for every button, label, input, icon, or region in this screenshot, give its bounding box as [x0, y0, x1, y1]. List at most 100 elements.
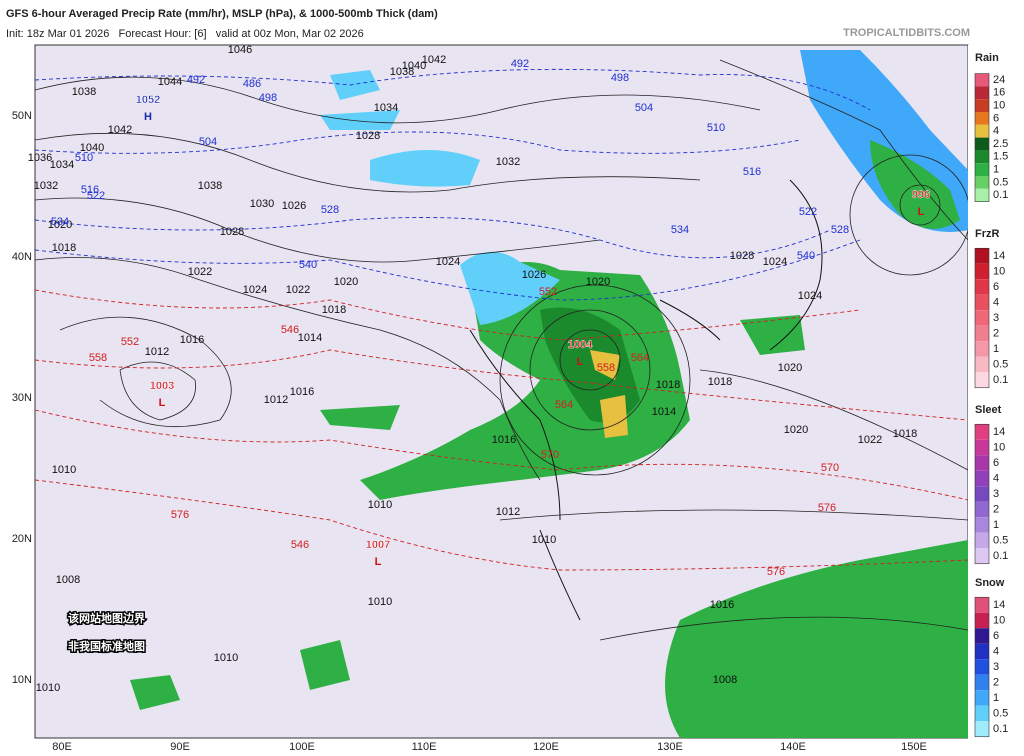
legend-level: 4: [993, 472, 999, 484]
legend-level: 16: [993, 87, 1005, 99]
thickness-label: 534: [671, 224, 689, 236]
legend-level: 3: [993, 488, 999, 500]
legend-level: 2: [993, 503, 999, 515]
isobar-label: 1012: [264, 394, 288, 406]
isobar-label: 1014: [298, 332, 322, 344]
thickness-label: 552: [539, 286, 557, 298]
legend-level: 1.5: [993, 151, 1008, 163]
lon-label: 90E: [170, 741, 190, 753]
isobar-label: 1024: [798, 290, 822, 302]
isobar-label: 1018: [322, 304, 346, 316]
legend-level: 2: [993, 676, 999, 688]
legend-swatch: [975, 150, 989, 164]
legend-level: 0.5: [993, 358, 1008, 370]
legend-level: 3: [993, 312, 999, 324]
thickness-label: 540: [299, 259, 317, 271]
thickness-label: 546: [291, 539, 309, 551]
legend-title: Snow: [975, 577, 1005, 589]
title: GFS 6-hour Averaged Precip Rate (mm/hr),…: [6, 8, 438, 20]
legend-swatch: [975, 86, 989, 100]
legend-level: 0.1: [993, 374, 1008, 386]
thickness-label: 540: [797, 250, 815, 262]
pressure-center-letter: L: [577, 356, 584, 368]
isobar-label: 1032: [34, 180, 58, 192]
pressure-center-value: 1052: [136, 94, 160, 106]
legend-level: 10: [993, 614, 1005, 626]
legend-level: 6: [993, 630, 999, 642]
lon-label: 120E: [533, 741, 559, 753]
legend-swatch: [975, 674, 989, 691]
legend-swatch: [975, 548, 989, 564]
isobar-label: 1016: [710, 599, 734, 611]
thickness-label: 570: [541, 449, 559, 461]
legend-level: 14: [993, 250, 1005, 262]
legend-level: 24: [993, 74, 1005, 86]
legend-level: 1: [993, 343, 999, 355]
isobar-label: 1038: [198, 180, 222, 192]
legend-swatch: [975, 486, 989, 502]
isobar-label: 1024: [436, 256, 460, 268]
isobar-label: 1020: [334, 276, 358, 288]
lon-label: 140E: [780, 741, 806, 753]
thickness-label: 546: [281, 324, 299, 336]
isobar-label: 1028: [220, 226, 244, 238]
legend-swatch: [975, 112, 989, 125]
rain-area: [665, 540, 968, 738]
thickness-label: 504: [199, 136, 217, 148]
legend-swatch: [975, 705, 989, 722]
isobar-label: 1034: [374, 102, 398, 114]
legend-swatch: [975, 424, 989, 440]
isobar-label: 1008: [56, 574, 80, 586]
pressure-center-value: 1004: [568, 339, 593, 351]
coastline: [469, 179, 823, 621]
lon-label: 110E: [412, 741, 437, 753]
lat-label: 50N: [12, 110, 32, 122]
isobar-label: 1020: [48, 219, 72, 231]
snow-area: [460, 251, 560, 325]
legend-swatch: [975, 721, 989, 737]
thickness-label: 510: [707, 122, 725, 134]
legend-level: 10: [993, 265, 1005, 277]
thickness-label: 528: [831, 224, 849, 236]
rain-area: [130, 405, 400, 710]
legend-swatch: [975, 325, 989, 342]
legend-swatch: [975, 137, 989, 151]
legend-swatch: [975, 439, 989, 456]
lat-label: 30N: [12, 392, 32, 404]
legend-level: 2: [993, 327, 999, 339]
legend-swatch: [975, 372, 989, 388]
isobar-label: 1030: [250, 198, 274, 210]
legend-level: 0.1: [993, 550, 1008, 562]
legend-bar-frame: [974, 423, 990, 565]
legend-swatch: [975, 124, 989, 138]
thickness-label: 534: [51, 216, 69, 228]
isobar-label: 1020: [784, 424, 808, 436]
legend-level: 10: [993, 100, 1005, 112]
pressure-center-letter: L: [375, 556, 382, 568]
isobar-label: 1008: [713, 674, 737, 686]
legend: Rain241610642.51.510.50.1FrzR1410643210.…: [974, 52, 1008, 738]
thickness-label: 492: [187, 74, 205, 86]
isobar-label: 1040: [402, 60, 426, 72]
isobar-label: 1022: [286, 284, 310, 296]
legend-level: 0.5: [993, 176, 1008, 188]
rain-area: [740, 315, 805, 355]
isobar-label: 1018: [656, 379, 680, 391]
legend-swatch: [975, 470, 989, 487]
legend-swatch: [975, 73, 989, 87]
legend-swatch: [975, 248, 989, 264]
isobar-label: 1014: [652, 406, 676, 418]
thickness-label: 510: [75, 152, 93, 164]
legend-level: 6: [993, 281, 999, 293]
isobar-label: 1010: [368, 499, 392, 511]
isobar-label: 1024: [763, 256, 787, 268]
isobar-label: 1010: [368, 596, 392, 608]
thickness-label: 576: [818, 502, 836, 514]
thickness-label: 516: [81, 184, 99, 196]
legend-swatch: [975, 279, 989, 295]
legend-title: Sleet: [975, 404, 1002, 416]
isobar-label: 1022: [858, 434, 882, 446]
legend-bar-frame: [974, 596, 990, 738]
site-watermark: TROPICALTIDBITS.COM: [843, 27, 970, 39]
